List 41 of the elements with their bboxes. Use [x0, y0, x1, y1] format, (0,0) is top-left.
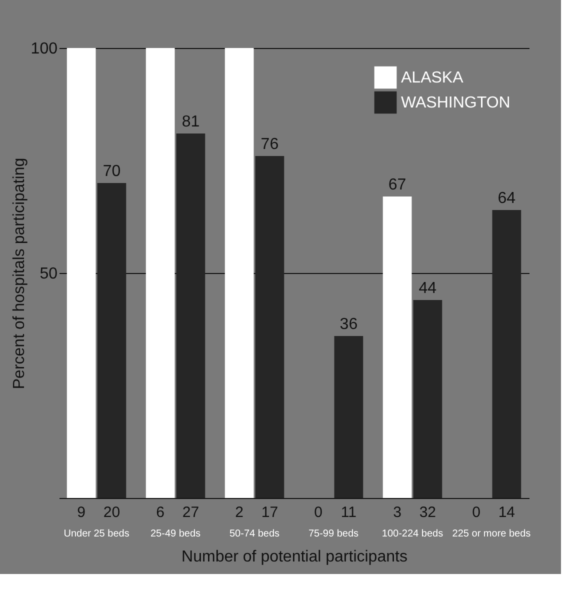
annotation: 32	[419, 504, 436, 521]
bar	[97, 183, 126, 498]
annotation: 6	[156, 504, 164, 521]
x-tick-label: 75-99 beds	[308, 528, 359, 540]
y-axis-title: Percent of hospitals participating	[10, 158, 28, 390]
annotation: 27	[182, 504, 200, 521]
data-label: 81	[182, 114, 200, 130]
bar	[146, 48, 175, 498]
data-label: 67	[388, 176, 406, 194]
legend-label: WASHINGTON	[401, 94, 510, 112]
bar	[66, 48, 96, 498]
bar	[224, 48, 254, 498]
x-tick-label: 225 or more beds	[452, 528, 531, 540]
annotation: 2	[235, 504, 244, 521]
x-tick-label: 100-224 beds	[382, 528, 444, 540]
annotation: 3	[393, 504, 402, 521]
bar	[176, 134, 206, 498]
x-tick-label: 25-49 beds	[150, 528, 201, 540]
data-label: 76	[260, 136, 279, 153]
bar	[492, 210, 522, 498]
annotation: 0	[472, 504, 480, 521]
annotation: 14	[498, 504, 516, 521]
data-label: 44	[418, 280, 437, 297]
y-tick-label: 100	[30, 40, 58, 58]
x-tick-label: 50-74 beds	[229, 528, 280, 540]
data-label: 36	[340, 316, 358, 333]
bar	[334, 336, 364, 498]
bar	[255, 156, 284, 498]
annotation: 17	[261, 504, 278, 521]
annotation: 0	[314, 504, 322, 521]
annotation: 11	[340, 504, 356, 521]
x-tick-label: Under 25 beds	[64, 528, 130, 540]
x-axis-title: Number of potential participants	[182, 548, 408, 566]
annotation: 20	[103, 504, 120, 521]
bar	[413, 300, 442, 498]
data-label: 64	[498, 190, 516, 207]
bar	[382, 196, 412, 498]
data-label: 70	[102, 163, 121, 180]
legend-label: ALASKA	[401, 70, 464, 86]
y-tick-label: 50	[40, 266, 58, 282]
annotation: 9	[77, 504, 86, 521]
